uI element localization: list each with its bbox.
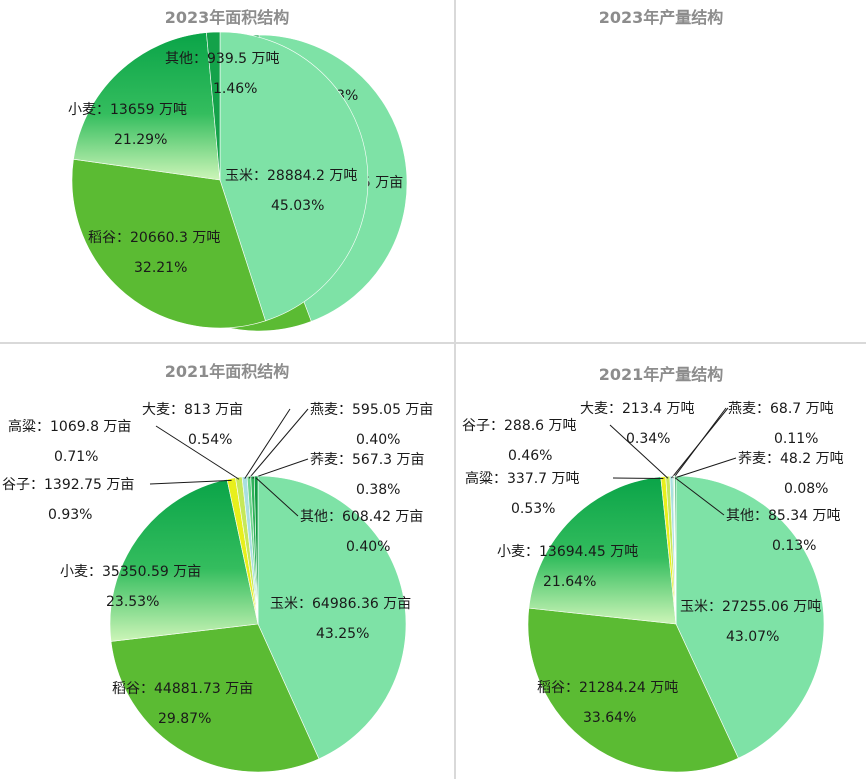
slice-label: 其他：939.5 万吨 [165,51,280,67]
slice-label: 高粱：337.7 万吨 [465,470,580,487]
slice-percent-label: 0.71% [54,449,98,465]
slice-percent-label: 0.93% [48,507,92,523]
slice-percent-label: 1.46% [213,81,257,97]
slice-percent-label: 0.38% [356,482,400,498]
slice-label: 玉米：27255.06 万吨 [680,599,821,615]
pie-slice-1 [71,158,266,329]
slice-percent-label: 21.29% [114,132,167,148]
leader-line [149,479,232,485]
pie-slice-2 [73,32,221,181]
slice-label: 稻谷：20660.3 万吨 [88,230,220,246]
leader-line [609,424,669,479]
pie-slice-8 [253,475,259,625]
pie-slice-2 [109,478,259,642]
slice-label: 燕麦：68.7 万吨 [728,401,834,417]
slice-label: 其他：608.42 万亩 [300,508,423,525]
slice-label: 荞麦：567.3 万亩 [310,451,425,468]
pie-slice-1 [110,623,320,773]
leader-line [673,407,727,479]
chart-title: 2021年产量结构 [598,365,724,384]
slice-label: 稻谷：44881.73 万亩 [112,680,253,697]
slice-label: 荞麦：48.2 万吨 [738,451,844,467]
chart-title: 2021年面积结构 [164,362,290,381]
pie-slice-2 [528,476,677,625]
chart-panel-area-2021: 2021年面积结构 玉米：64986.36 万亩 43.25% 稻谷：44881.7… [0,344,454,779]
slice-percent-label: 21.64% [543,574,596,590]
leader-line [674,457,737,479]
leader-line [252,458,309,479]
slice-label: 小麦：13659 万吨 [68,102,187,118]
chart-title: 2023年产量结构 [598,8,724,27]
slice-label: 小麦：35350.59 万亩 [60,563,201,580]
slice-label: 稻谷：21284.24 万吨 [537,680,678,696]
leader-line [612,477,664,480]
slice-percent-label: 43.07% [726,629,779,645]
slice-percent-label: 32.21% [134,260,187,276]
leader-line [248,408,309,479]
pie-chart: 玉米：28884.2 万吨 45.03% 稻谷：20660.3 万吨 32.21% 小麦… [68,31,369,329]
slice-label: 谷子：288.6 万吨 [462,418,577,434]
slice-label: 大麦：213.4 万吨 [580,401,695,417]
slice-percent-label: 0.08% [784,481,828,497]
chart-panel-output-2023: 2023年产量结构 玉米：28884.2 万吨 45.03% 稻谷：20660.3 … [68,0,866,342]
slice-percent-label: 0.34% [626,431,670,447]
slice-label: 小麦：13694.45 万吨 [497,544,638,560]
pie-chart: 玉米：27255.06 万吨 43.07% 稻谷：21284.24 万吨 33.64%… [462,401,844,773]
slice-label: 大麦：813 万亩 [142,401,243,418]
horizontal-divider [0,342,866,344]
slice-percent-label: 43.25% [316,626,369,642]
slice-percent-label: 0.40% [356,432,400,448]
pie-chart: 玉米：64986.36 万亩 43.25% 稻谷：44881.73 万亩 29.87%… [2,401,433,773]
slice-percent-label: 0.11% [774,431,818,447]
pie-slice-0 [219,31,369,322]
leader-line [244,408,291,479]
slice-label: 玉米：64986.36 万亩 [270,595,411,612]
chart-title: 2023年面积结构 [164,8,290,27]
pie-slice-0 [257,475,407,760]
slice-label: 玉米：28884.2 万吨 [225,168,357,184]
pie-slice-0 [675,475,825,759]
pie-slice-1 [527,607,739,773]
chart-panel-output-2021: 2021年产量结构 玉米：27255.06 万吨 43.07% 稻谷：21284.2… [456,344,866,779]
slice-percent-label: 0.46% [508,448,552,464]
pie-slice-8 [674,475,677,625]
slice-label: 谷子：1392.75 万亩 [2,476,134,493]
slice-label: 其他：85.34 万吨 [726,508,841,524]
slice-label: 燕麦：595.05 万亩 [310,401,433,418]
slice-percent-label: 0.54% [188,432,232,448]
slice-label: 高粱：1069.8 万亩 [8,418,131,435]
vertical-divider [454,0,456,779]
slice-percent-label: 33.64% [583,710,636,726]
slice-percent-label: 23.53% [106,594,159,610]
slice-percent-label: 0.53% [511,501,555,517]
slice-percent-label: 0.13% [772,538,816,554]
slice-percent-label: 0.40% [346,539,390,555]
pie-slice-3 [206,31,221,181]
slice-percent-label: 45.03% [271,198,324,214]
slice-percent-label: 29.87% [158,711,211,727]
leader-line [255,477,299,517]
leader-line [675,477,725,516]
leader-line [155,425,240,480]
